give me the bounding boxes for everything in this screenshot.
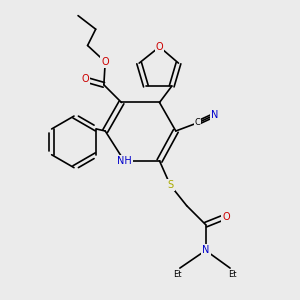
Text: N: N [212,110,219,120]
Text: Et: Et [173,270,182,279]
Text: C: C [195,118,200,127]
Text: Et: Et [229,270,237,279]
Text: S: S [167,180,173,190]
Text: O: O [81,74,89,84]
Text: NH: NH [117,156,132,166]
Text: O: O [101,57,109,67]
Text: O: O [156,42,163,52]
Text: O: O [222,212,230,221]
Text: N: N [202,245,209,255]
